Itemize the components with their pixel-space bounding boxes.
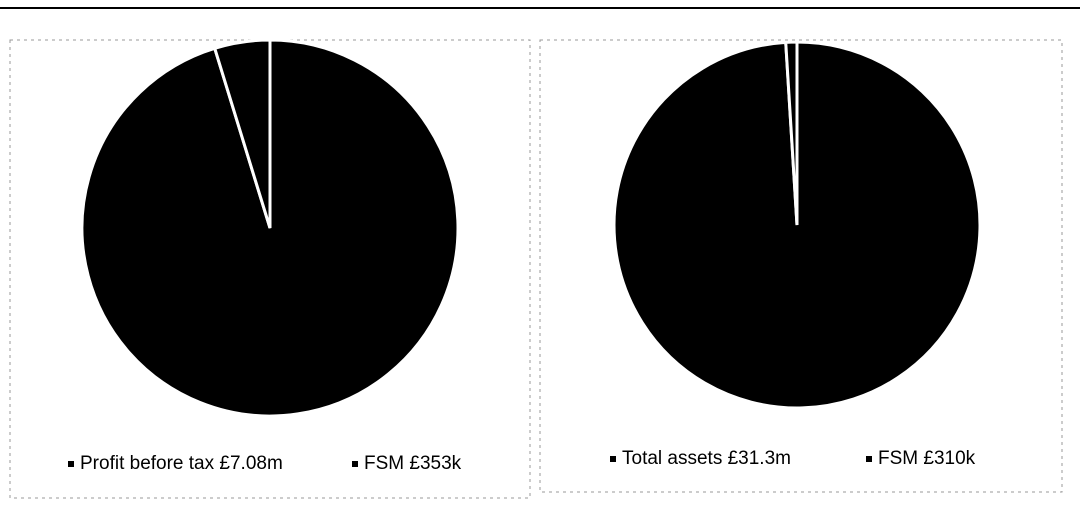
legend-label: FSM £353k bbox=[364, 453, 462, 474]
legend-swatch bbox=[68, 461, 74, 467]
legend-label: FSM £310k bbox=[878, 448, 976, 469]
legend-label: Profit before tax £7.08m bbox=[80, 453, 283, 474]
legend-swatch bbox=[352, 461, 358, 467]
legend-swatch bbox=[610, 456, 616, 462]
legend-swatch bbox=[866, 456, 872, 462]
pie-slice bbox=[784, 40, 799, 226]
legend-label: Total assets £31.3m bbox=[622, 448, 791, 469]
chart-frame bbox=[539, 39, 1063, 493]
pie-slice bbox=[212, 38, 272, 229]
